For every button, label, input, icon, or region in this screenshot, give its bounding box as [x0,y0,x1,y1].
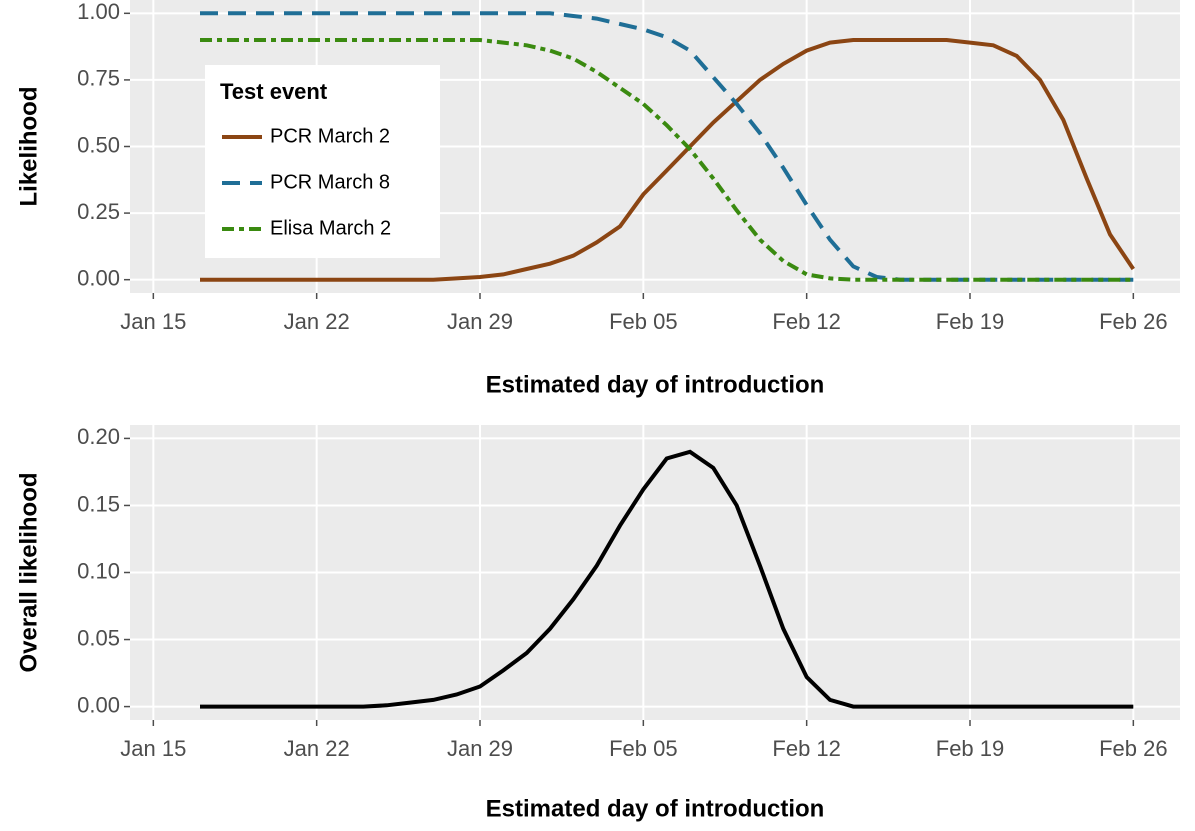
x-tick-label: Feb 19 [936,309,1005,334]
x-tick-label: Feb 12 [772,309,841,334]
y-tick-label: 1.00 [77,0,120,24]
y-axis-title: Likelihood [15,87,42,207]
x-axis-title: Estimated day of introduction [486,795,825,822]
x-tick-label: Feb 12 [772,736,841,761]
x-tick-label: Feb 26 [1099,736,1168,761]
series-line [200,38,1134,282]
y-tick-label: 0.25 [77,199,120,224]
y-tick-label: 0.00 [77,692,120,717]
y-axis-title: Overall likelihood [15,472,42,672]
x-tick-label: Feb 05 [609,736,678,761]
y-tick-label: 0.00 [77,265,120,290]
x-tick-label: Jan 22 [284,736,350,761]
series-line [200,449,1134,709]
y-tick-label: 0.15 [77,491,120,516]
x-axis-title: Estimated day of introduction [486,371,825,398]
y-tick-label: 0.10 [77,558,120,583]
x-tick-label: Feb 19 [936,736,1005,761]
legend-label: Elisa March 2 [270,217,391,239]
x-tick-label: Feb 05 [609,309,678,334]
legend-label: PCR March 2 [270,125,390,147]
x-tick-label: Jan 22 [284,309,350,334]
x-tick-label: Jan 29 [447,309,513,334]
y-tick-label: 0.05 [77,625,120,650]
y-tick-label: 0.20 [77,424,120,449]
x-tick-label: Jan 29 [447,736,513,761]
series-line [200,38,1135,282]
x-tick-label: Jan 15 [120,736,186,761]
legend-title: Test event [220,79,328,104]
legend-label: PCR March 8 [270,171,390,193]
x-tick-label: Jan 15 [120,309,186,334]
series-line [200,11,1134,282]
legend-box [205,65,440,258]
legend: Test event PCR March 2 PCR March 8 Elisa Ma… [205,65,440,258]
x-tick-label: Feb 26 [1099,309,1168,334]
y-tick-label: 0.50 [77,132,120,157]
y-tick-label: 0.75 [77,66,120,91]
